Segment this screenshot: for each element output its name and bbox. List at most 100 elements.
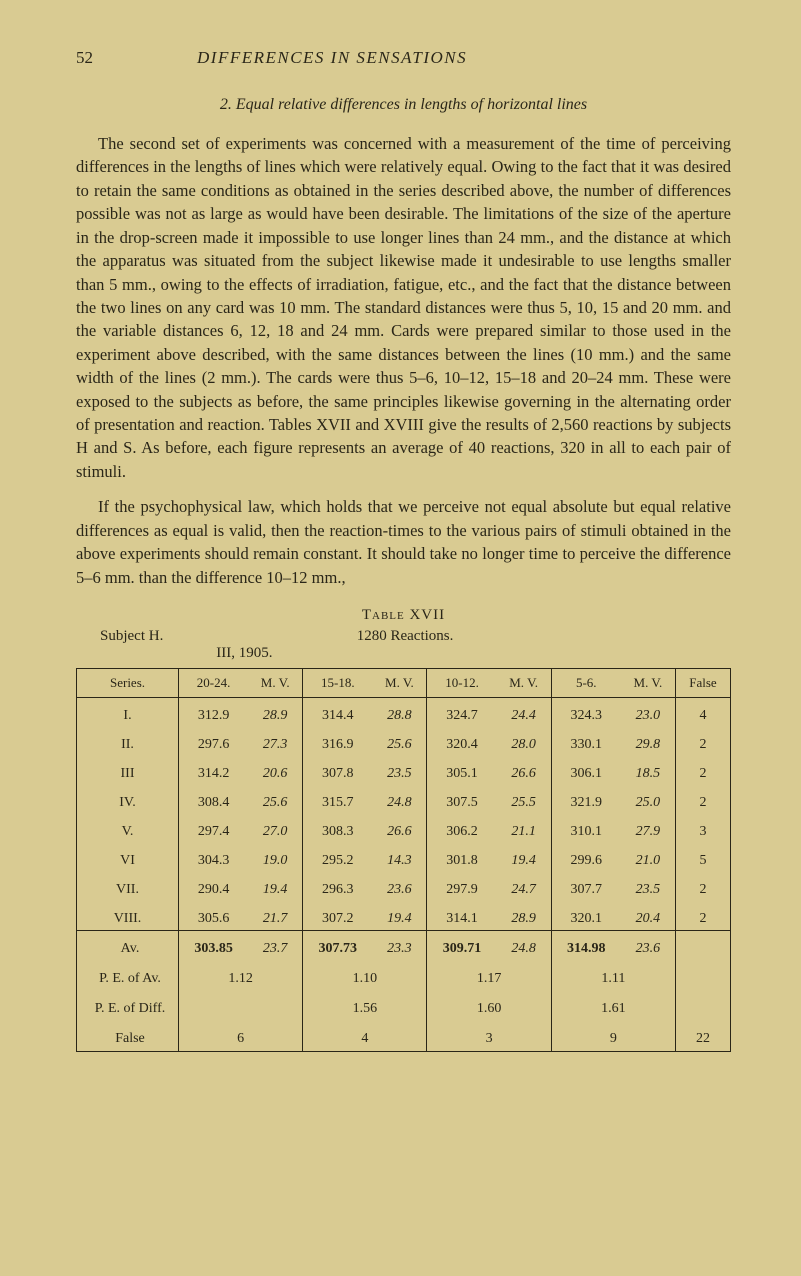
cell: 304.3 [179, 843, 249, 872]
empty-cell [179, 991, 303, 1021]
cell-mv: 25.0 [621, 785, 676, 814]
summary-row-false: False 6 4 3 9 22 [77, 1021, 731, 1052]
table-subject: Subject H. [76, 628, 270, 645]
cell: 306.1 [551, 756, 621, 785]
av-mv: 23.7 [248, 931, 303, 962]
table-row: VII. 290.4 19.4 296.3 23.6 297.9 24.7 30… [77, 872, 731, 901]
table-row: I. 312.9 28.9 314.4 28.8 324.7 24.4 324.… [77, 698, 731, 728]
cell: 308.4 [179, 785, 249, 814]
col-mv-3: M. V. [497, 669, 552, 698]
cell: 297.9 [427, 872, 497, 901]
cell-series: IV. [77, 785, 179, 814]
summary-row-peav: P. E. of Av. 1.12 1.10 1.17 1.11 [77, 961, 731, 991]
cell-mv: 23.5 [621, 872, 676, 901]
section-title: 2. Equal relative differences in lengths… [76, 96, 731, 114]
cell-mv: 21.0 [621, 843, 676, 872]
body-paragraph-2: If the psychophysical law, which holds t… [76, 495, 731, 589]
cell-mv: 21.7 [248, 901, 303, 931]
summary-row-pediff: P. E. of Diff. 1.56 1.60 1.61 [77, 991, 731, 1021]
cell-mv: 23.5 [372, 756, 427, 785]
page-container: 52 DIFFERENCES IN SENSATIONS 2. Equal re… [0, 0, 801, 1112]
cell: 307.8 [303, 756, 373, 785]
cell-mv: 18.5 [621, 756, 676, 785]
av-val: 309.71 [427, 931, 497, 962]
table-body: I. 312.9 28.9 314.4 28.8 324.7 24.4 324.… [77, 698, 731, 931]
col-10-12: 10-12. [427, 669, 497, 698]
page-heading: DIFFERENCES IN SENSATIONS [197, 48, 467, 68]
cell: 295.2 [303, 843, 373, 872]
cell: 310.1 [551, 814, 621, 843]
cell-mv: 24.7 [497, 872, 552, 901]
cell-series: III [77, 756, 179, 785]
cell-mv: 28.8 [372, 698, 427, 728]
cell: 297.4 [179, 814, 249, 843]
table-row: V. 297.4 27.0 308.3 26.6 306.2 21.1 310.… [77, 814, 731, 843]
: 307.5 [427, 785, 497, 814]
av-mv: 23.3 [372, 931, 427, 962]
cell: 320.4 [427, 727, 497, 756]
col-15-18: 15-18. [303, 669, 373, 698]
av-val: 314.98 [551, 931, 621, 962]
table-reactions: 1280 Reactions. [274, 628, 536, 645]
table-row: II. 297.6 27.3 316.9 25.6 320.4 28.0 330… [77, 727, 731, 756]
table-row: IV. 308.4 25.6 315.7 24.8 307.5 25.5 321… [77, 785, 731, 814]
cell-false: 3 [676, 814, 731, 843]
cell-false: 2 [676, 727, 731, 756]
cell: 290.4 [179, 872, 249, 901]
body-paragraph-1: The second set of experiments was concer… [76, 132, 731, 483]
av-mv: 24.8 [497, 931, 552, 962]
cell-false: 5 [676, 843, 731, 872]
cell: 324.3 [551, 698, 621, 728]
cell: 305.6 [179, 901, 249, 931]
cell-mv: 19.4 [248, 872, 303, 901]
col-mv-2: M. V. [372, 669, 427, 698]
col-false: False [676, 669, 731, 698]
cell-series: VI [77, 843, 179, 872]
cell-mv: 19.0 [248, 843, 303, 872]
empty-cell [676, 931, 731, 962]
av-mv: 23.6 [621, 931, 676, 962]
empty-cell [676, 961, 731, 991]
cell-mv: 24.4 [497, 698, 552, 728]
cell: 301.8 [427, 843, 497, 872]
col-mv-1: M. V. [248, 669, 303, 698]
cell-false: 2 [676, 785, 731, 814]
col-5-6: 5-6. [551, 669, 621, 698]
cell: 320.1 [551, 901, 621, 931]
cell-mv: 20.6 [248, 756, 303, 785]
col-mv-4: M. V. [621, 669, 676, 698]
av-label: Av. [77, 931, 179, 962]
cell: 321.9 [551, 785, 621, 814]
table-header-row: Series. 20-24. M. V. 15-18. M. V. 10-12.… [77, 669, 731, 698]
empty-cell [676, 991, 731, 1021]
peav-val: 1.10 [303, 961, 427, 991]
cell-mv: 27.3 [248, 727, 303, 756]
cell-mv: 23.0 [621, 698, 676, 728]
cell-series: VIII. [77, 901, 179, 931]
peav-label: P. E. of Av. [77, 961, 179, 991]
cell: 296.3 [303, 872, 373, 901]
cell-mv: 26.6 [372, 814, 427, 843]
cell-mv: 14.3 [372, 843, 427, 872]
cell-series: VII. [77, 872, 179, 901]
cell-mv: 24.8 [372, 785, 427, 814]
cell-mv: 25.6 [372, 727, 427, 756]
page-header: 52 DIFFERENCES IN SENSATIONS [76, 48, 731, 68]
peav-val: 1.12 [179, 961, 303, 991]
cell: 316.9 [303, 727, 373, 756]
peav-val: 1.17 [427, 961, 551, 991]
false-val: 3 [427, 1021, 551, 1052]
cell: 315.7 [303, 785, 373, 814]
table-date: III, 1905. [76, 645, 291, 662]
cell-series: V. [77, 814, 179, 843]
cell: 314.2 [179, 756, 249, 785]
cell-mv: 29.8 [621, 727, 676, 756]
cell: 297.6 [179, 727, 249, 756]
av-val: 307.73 [303, 931, 373, 962]
cell: 307.2 [303, 901, 373, 931]
false-val: 6 [179, 1021, 303, 1052]
table-subcaption: Subject H. 1280 Reactions. III, 1905. [76, 628, 731, 662]
cell-mv: 23.6 [372, 872, 427, 901]
col-series: Series. [77, 669, 179, 698]
cell-series: II. [77, 727, 179, 756]
